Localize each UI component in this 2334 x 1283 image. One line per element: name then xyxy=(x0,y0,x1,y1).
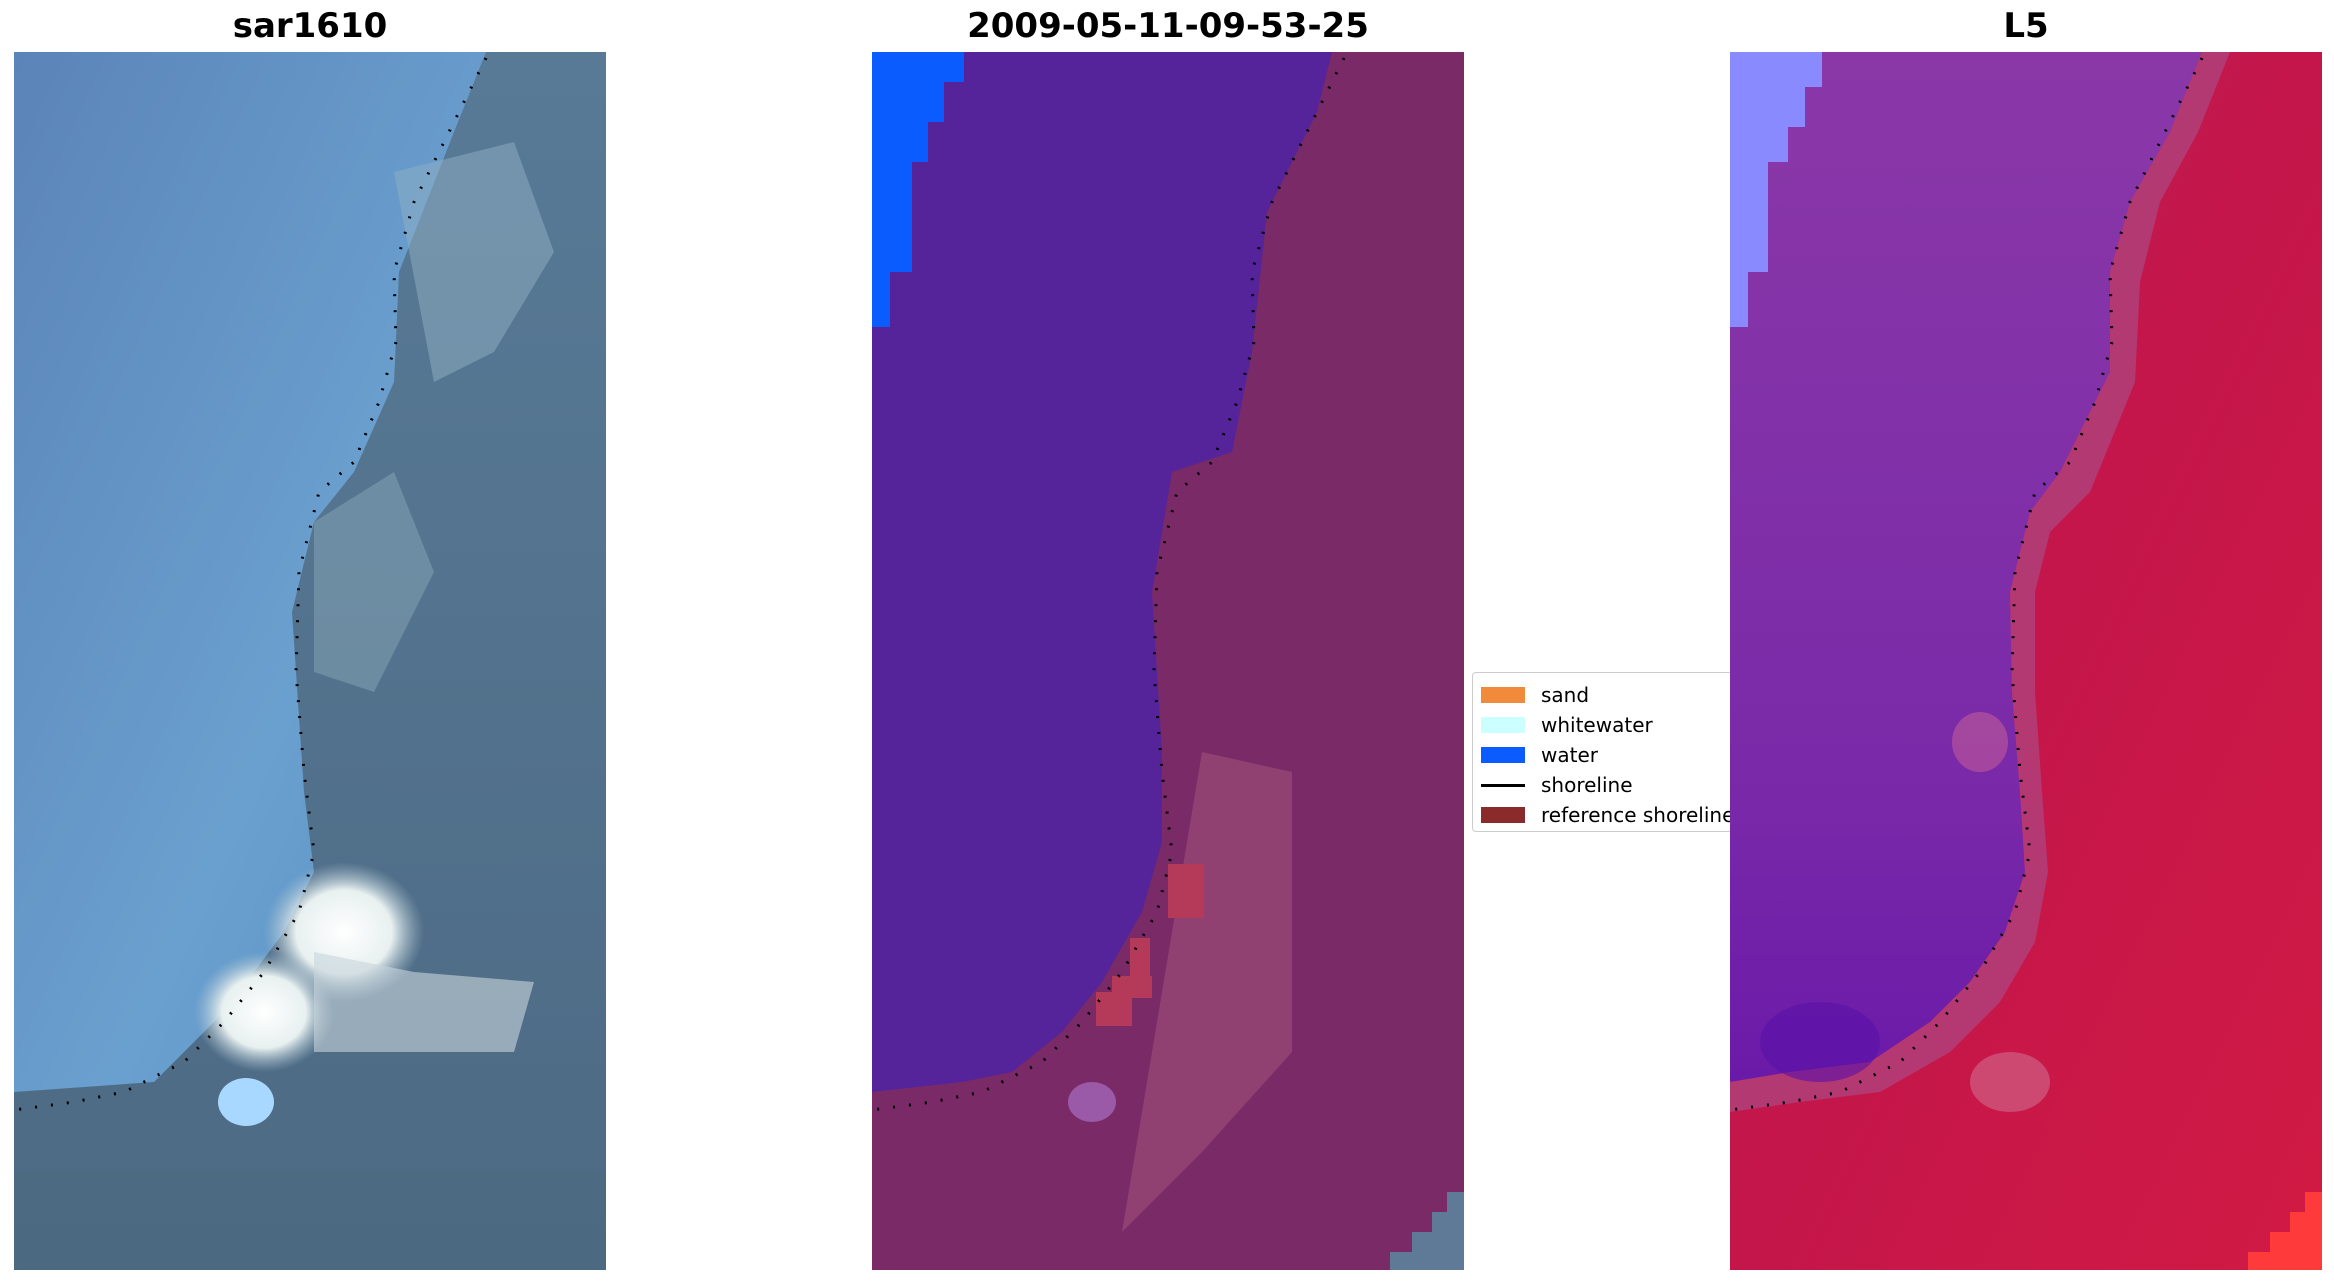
reference-shoreline-swatch xyxy=(1481,807,1525,823)
rgb-panel-title: sar1610 xyxy=(232,6,388,46)
rgb-image-panel xyxy=(14,52,606,1270)
shoreline-line-swatch xyxy=(1481,783,1525,787)
whitewater-swatch xyxy=(1481,717,1525,733)
legend-item-shoreline: shoreline xyxy=(1481,773,1633,797)
legend-label-sand: sand xyxy=(1541,683,1590,707)
index-image xyxy=(1730,52,2322,1270)
index-panel-title: L5 xyxy=(2003,6,2049,46)
legend-item-reference-shoreline: reference shoreline xyxy=(1481,803,1734,827)
rgb-image xyxy=(14,52,606,1270)
classified-panel-title: 2009-05-11-09-53-25 xyxy=(967,6,1369,46)
legend-label-whitewater: whitewater xyxy=(1541,713,1653,737)
legend-item-water: water xyxy=(1481,743,1598,767)
legend-label-reference-shoreline: reference shoreline xyxy=(1541,803,1734,827)
index-image-panel xyxy=(1730,52,2322,1270)
sand-swatch xyxy=(1481,687,1525,703)
legend: sand whitewater water shoreline referenc… xyxy=(1472,672,1734,832)
water-swatch xyxy=(1481,747,1525,763)
classified-image-panel xyxy=(872,52,1464,1270)
legend-label-water: water xyxy=(1541,743,1598,767)
legend-item-whitewater: whitewater xyxy=(1481,713,1653,737)
legend-label-shoreline: shoreline xyxy=(1541,773,1633,797)
legend-item-sand: sand xyxy=(1481,683,1589,707)
classified-image xyxy=(872,52,1464,1270)
